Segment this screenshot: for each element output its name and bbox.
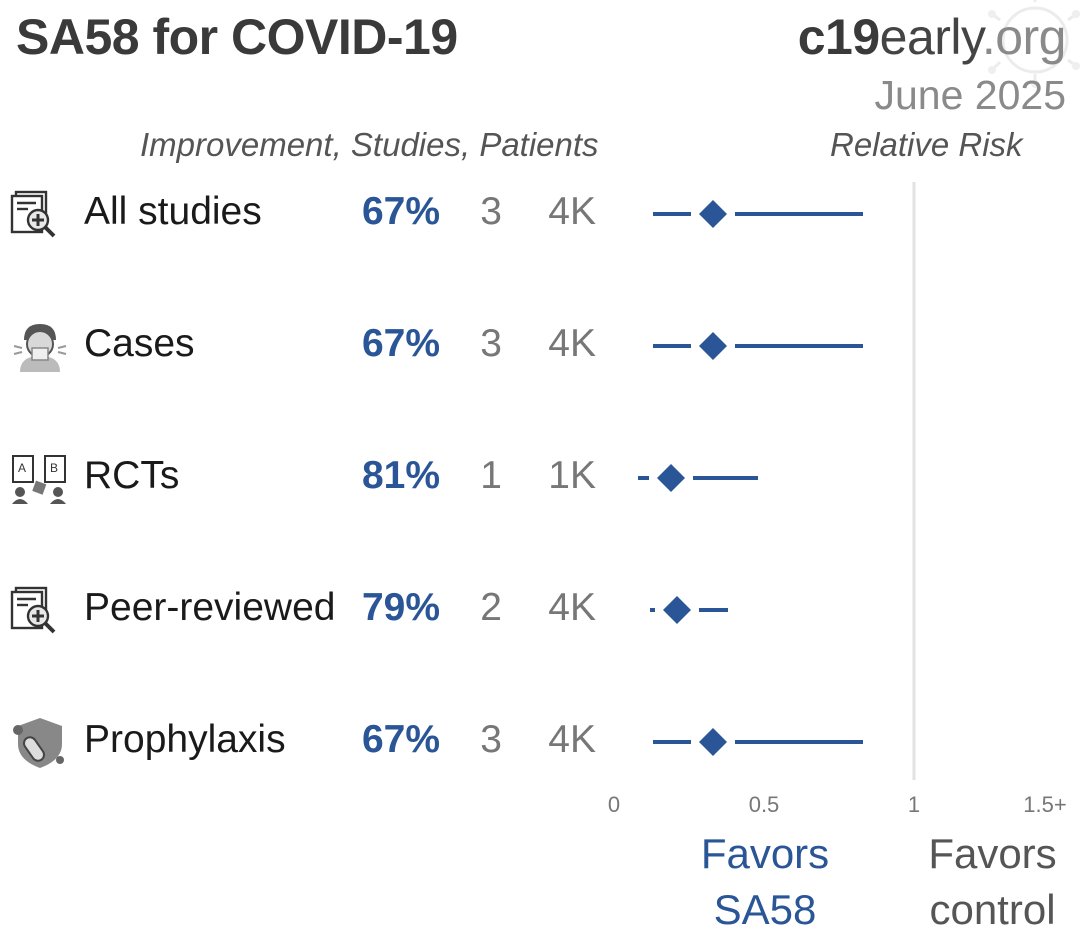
patients-count: 4K bbox=[548, 322, 596, 365]
row-rcts: A B RCTs 81% 1 1K bbox=[0, 448, 1080, 508]
favors-treatment-line1: Favors bbox=[700, 830, 830, 877]
effect-diamond bbox=[699, 332, 727, 360]
studies-count: 3 bbox=[480, 190, 502, 233]
patients-count: 4K bbox=[548, 586, 596, 629]
studies-count: 1 bbox=[480, 454, 502, 497]
row-label: Prophylaxis bbox=[84, 718, 286, 761]
improvement-value: 81% bbox=[361, 454, 440, 497]
studies-count: 3 bbox=[480, 322, 502, 365]
row-peer-reviewed: Peer-reviewed 79% 2 4K bbox=[0, 580, 1080, 640]
patients-count: 1K bbox=[548, 454, 596, 497]
x-tick-label: 0 bbox=[608, 792, 620, 817]
studies-count: 3 bbox=[480, 718, 502, 761]
row-prophylaxis: Prophylaxis 67% 3 4K bbox=[0, 712, 1080, 772]
patients-count: 4K bbox=[548, 718, 596, 761]
row-label: Cases bbox=[84, 322, 195, 365]
row-all-studies: All studies 67% 3 4K bbox=[0, 184, 1080, 244]
document-magnify-plus-icon bbox=[10, 586, 56, 634]
relative-risk-header: Relative Risk bbox=[830, 126, 1023, 163]
row-label: All studies bbox=[84, 190, 262, 233]
favors-control-line2: control bbox=[929, 886, 1056, 933]
ab-randomized-trial-icon: A B bbox=[12, 455, 66, 504]
x-tick-label: 1 bbox=[908, 792, 920, 817]
page-title: SA58 for COVID-19 bbox=[16, 9, 458, 65]
row-label: RCTs bbox=[84, 454, 180, 497]
brand-part-org: .org bbox=[981, 9, 1067, 65]
effect-diamond bbox=[663, 596, 691, 624]
brand-part-early: early bbox=[879, 9, 983, 65]
brand-logo: c19early.org bbox=[797, 8, 1067, 66]
row-label: Peer-reviewed bbox=[84, 586, 336, 629]
row-cases: Cases 67% 3 4K bbox=[0, 316, 1080, 376]
svg-text:A: A bbox=[18, 461, 26, 475]
effect-diamond bbox=[699, 728, 727, 756]
x-tick-label: 0.5 bbox=[749, 792, 780, 817]
favors-treatment-line2: SA58 bbox=[713, 886, 817, 933]
virus-watermark-icon bbox=[988, 0, 1080, 88]
shield-pill-icon bbox=[13, 718, 64, 768]
effect-diamond bbox=[657, 464, 685, 492]
improvement-value: 79% bbox=[361, 586, 440, 629]
sneezing-person-icon bbox=[13, 324, 67, 372]
brand-part-c19: c19 bbox=[797, 9, 880, 65]
favors-control-line1: Favors bbox=[928, 830, 1057, 877]
effect-diamond bbox=[699, 200, 727, 228]
publication-date: June 2025 bbox=[874, 72, 1066, 118]
document-magnify-plus-icon bbox=[10, 190, 56, 238]
metrics-column-header: Improvement, Studies, Patients bbox=[140, 126, 599, 163]
svg-text:B: B bbox=[50, 461, 58, 475]
x-tick-label: 1.5+ bbox=[1023, 792, 1066, 817]
patients-count: 4K bbox=[548, 190, 596, 233]
favors-control-label: Favors control bbox=[910, 826, 1075, 938]
improvement-value: 67% bbox=[361, 322, 440, 365]
studies-count: 2 bbox=[480, 586, 502, 629]
favors-treatment-label: Favors SA58 bbox=[690, 826, 840, 938]
improvement-value: 67% bbox=[361, 190, 440, 233]
improvement-value: 67% bbox=[361, 718, 440, 761]
